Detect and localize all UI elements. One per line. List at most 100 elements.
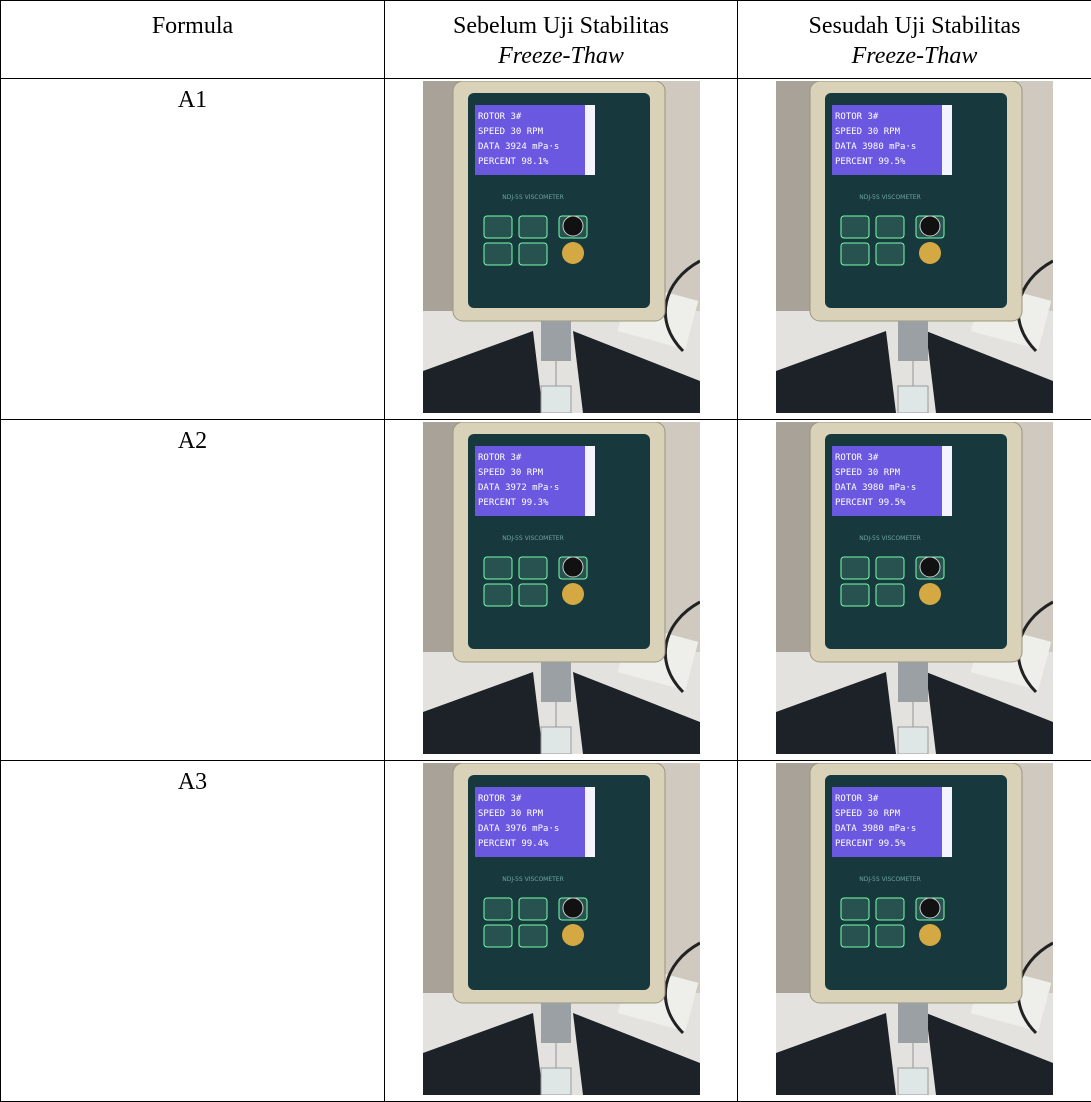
button bbox=[876, 584, 904, 606]
screen-bar bbox=[585, 105, 595, 175]
beaker bbox=[541, 386, 571, 413]
data-table: Formula Sebelum Uji StabilitasFreeze-Tha… bbox=[0, 0, 1091, 1102]
button-round bbox=[920, 898, 940, 918]
screen-text: PERCENT 99.4% bbox=[478, 839, 549, 849]
header-text: Formula bbox=[152, 13, 233, 39]
screen-text: ROTOR 3# bbox=[478, 112, 522, 122]
screen-text: PERCENT 99.5% bbox=[835, 157, 906, 167]
model-label: NDJ-5S VISCOMETER bbox=[502, 194, 564, 201]
shaft bbox=[541, 1003, 571, 1043]
screen-bar bbox=[942, 105, 952, 175]
beaker bbox=[541, 1068, 571, 1095]
beaker bbox=[541, 727, 571, 754]
knob bbox=[919, 242, 941, 264]
model-label: NDJ-5S VISCOMETER bbox=[502, 876, 564, 883]
model-label: NDJ-5S VISCOMETER bbox=[502, 535, 564, 542]
formula-cell: A1 bbox=[1, 79, 385, 420]
button bbox=[519, 557, 547, 579]
button bbox=[876, 557, 904, 579]
photo-cell: ROTOR 3# SPEED 30 RPM DATA 3972 mPa·s PERCE… bbox=[385, 420, 738, 761]
table-row: A2 ROTOR 3# SPEED 30 RPM DATA 3972 mPa·s PER… bbox=[1, 420, 1091, 761]
screen-text: ROTOR 3# bbox=[478, 794, 522, 804]
table-row: A1 ROTOR 3# SPEED 30 RPM DATA 3924 mPa·s PER… bbox=[1, 79, 1091, 420]
formula-text: A2 bbox=[178, 428, 207, 454]
screen-text: ROTOR 3# bbox=[835, 794, 879, 804]
shaft bbox=[541, 321, 571, 361]
screen-text: DATA 3972 mPa·s bbox=[478, 483, 559, 493]
button-round bbox=[563, 216, 583, 236]
screen-bar bbox=[585, 787, 595, 857]
button bbox=[876, 243, 904, 265]
button bbox=[484, 925, 512, 947]
screen-text: DATA 3980 mPa·s bbox=[835, 142, 916, 152]
shaft bbox=[898, 662, 928, 702]
button bbox=[841, 557, 869, 579]
button-round bbox=[920, 557, 940, 577]
header-text: Sebelum Uji Stabilitas bbox=[453, 13, 669, 39]
knob bbox=[919, 924, 941, 946]
model-label: NDJ-5S VISCOMETER bbox=[859, 876, 921, 883]
knob bbox=[919, 583, 941, 605]
screen-text: ROTOR 3# bbox=[478, 453, 522, 463]
button bbox=[484, 584, 512, 606]
screen-bar bbox=[942, 446, 952, 516]
button bbox=[876, 925, 904, 947]
screen-text: ROTOR 3# bbox=[835, 453, 879, 463]
button-round bbox=[920, 216, 940, 236]
button bbox=[841, 584, 869, 606]
beaker bbox=[898, 727, 928, 754]
screen-text: PERCENT 99.5% bbox=[835, 498, 906, 508]
knob bbox=[562, 924, 584, 946]
formula-text: A3 bbox=[178, 769, 207, 795]
button bbox=[841, 243, 869, 265]
shaft bbox=[898, 321, 928, 361]
screen-text: DATA 3976 mPa·s bbox=[478, 824, 559, 834]
viscometer-photo: ROTOR 3# SPEED 30 RPM DATA 3980 mPa·s PERCE… bbox=[776, 422, 1053, 754]
screen-text: SPEED 30 RPM bbox=[835, 127, 901, 137]
header-subtext: Freeze-Thaw bbox=[385, 41, 737, 71]
header-subtext: Freeze-Thaw bbox=[738, 41, 1091, 71]
screen-bar bbox=[942, 787, 952, 857]
button bbox=[841, 216, 869, 238]
formula-cell: A3 bbox=[1, 761, 385, 1102]
button bbox=[519, 898, 547, 920]
viscometer-photo: ROTOR 3# SPEED 30 RPM DATA 3924 mPa·s PERCE… bbox=[423, 81, 700, 413]
screen-text: SPEED 30 RPM bbox=[478, 127, 544, 137]
viscometer-photo: ROTOR 3# SPEED 30 RPM DATA 3972 mPa·s PERCE… bbox=[423, 422, 700, 754]
knob bbox=[562, 583, 584, 605]
button bbox=[484, 898, 512, 920]
screen-text: DATA 3980 mPa·s bbox=[835, 824, 916, 834]
shaft bbox=[541, 662, 571, 702]
button bbox=[519, 925, 547, 947]
shaft bbox=[898, 1003, 928, 1043]
button bbox=[484, 216, 512, 238]
screen-text: PERCENT 98.1% bbox=[478, 157, 549, 167]
screen-text: PERCENT 99.3% bbox=[478, 498, 549, 508]
table-body: A1 ROTOR 3# SPEED 30 RPM DATA 3924 mPa·s PER… bbox=[1, 79, 1091, 1102]
beaker bbox=[898, 386, 928, 413]
page: Formula Sebelum Uji StabilitasFreeze-Tha… bbox=[0, 0, 1091, 1080]
screen-text: SPEED 30 RPM bbox=[835, 468, 901, 478]
screen-bar bbox=[585, 446, 595, 516]
button bbox=[841, 898, 869, 920]
formula-cell: A2 bbox=[1, 420, 385, 761]
formula-text: A1 bbox=[178, 87, 207, 113]
button bbox=[876, 216, 904, 238]
header-cell: Formula bbox=[1, 1, 385, 79]
button-round bbox=[563, 898, 583, 918]
beaker bbox=[898, 1068, 928, 1095]
screen-text: DATA 3924 mPa·s bbox=[478, 142, 559, 152]
button bbox=[519, 243, 547, 265]
screen-text: SPEED 30 RPM bbox=[478, 468, 544, 478]
screen-text: DATA 3980 mPa·s bbox=[835, 483, 916, 493]
header-text: Sesudah Uji Stabilitas bbox=[809, 13, 1021, 39]
